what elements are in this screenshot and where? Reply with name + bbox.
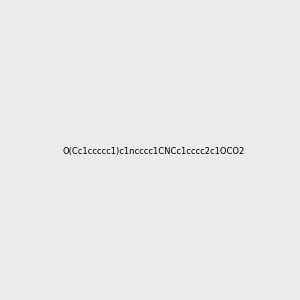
Text: O(Cc1ccccc1)c1ncccc1CNCc1cccc2c1OCO2: O(Cc1ccccc1)c1ncccc1CNCc1cccc2c1OCO2: [63, 147, 245, 156]
